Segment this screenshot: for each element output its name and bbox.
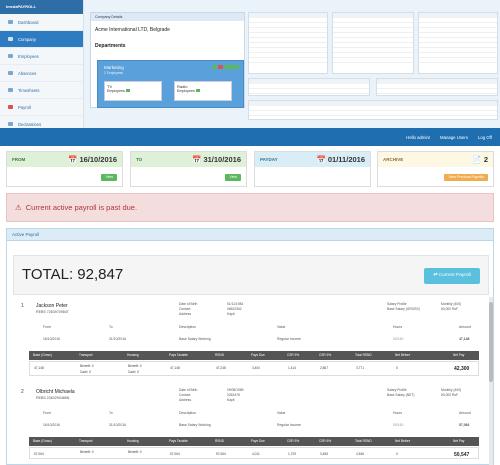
subdept-name: TV [107,84,113,89]
sidebar-item-employees[interactable]: Employees [0,48,83,65]
from-view-button[interactable]: View [101,174,117,181]
vertical-scrollbar[interactable] [489,297,493,465]
current-payroll-button[interactable]: ⇄ Current Payroll [424,268,480,284]
past-due-alert: ⚠ Current active payroll is past due. [6,193,494,222]
to-box: TO 📅 31/10/2016 View [130,151,247,187]
archive-count: 📄 2 [472,155,488,164]
salary-values: Monthly (400) 60,000 RsF [441,302,462,311]
brand-logo[interactable]: ImedaPAYROLL [0,0,83,14]
sidebar-item-label: Absences [18,70,37,76]
money-icon [8,105,13,109]
users-icon [8,54,13,58]
alert-text: Current active payroll is past due. [25,203,138,212]
employee-card: 1 Jackson Peter REBS 7263970984T Date of… [13,299,481,383]
summary-header-row: Base (Gross) Transport Housing Pays Taxable… [29,351,479,360]
employee-number: 2 [21,389,24,395]
employee-info-values: 09/08/1989 0263478 Kapit [227,388,244,402]
active-payroll-panel: TOTAL: 92,847 ⇄ Current Payroll 1 Jackso… [6,241,494,465]
from-label: FROM [12,157,26,162]
subdept-card-tv[interactable]: TV Employees [104,81,162,101]
subdept-label: Employees [177,89,229,93]
from-box: FROM 📅 16/10/2016 View [6,151,123,187]
company-details-panel: Company Details Acme International LTD, … [90,12,245,108]
to-label: TO [136,157,143,162]
dashboard-icon [8,20,13,24]
sidebar-item-label: Company [18,36,36,42]
delete-icon[interactable] [218,65,223,69]
employee-name[interactable]: Jackson Peter [36,303,68,309]
warning-icon: ⚠ [15,203,22,212]
total-box: TOTAL: 92,847 ⇄ Current Payroll [13,255,489,295]
employee-info-values: 01/11/1984 06622362 Kapit [227,302,244,316]
clock-icon [8,88,13,92]
sidebar-item-company[interactable]: Company [0,31,83,48]
sidebar-item-label: Declarations [18,121,42,127]
employee-id: REBS 2363290486N [36,396,70,400]
active-payroll-header: Active Payroll [6,228,494,241]
subdept-label: Employees [107,89,159,93]
summary-value-row: 57,064 Benefit: 0 Benefit: 0 57,064 57,064 4,… [29,447,479,459]
detail-panels [248,12,500,124]
manage-users-link[interactable]: Manage Users [440,134,468,140]
logoff-link[interactable]: Log Off [477,134,492,140]
sidebar-item-timesheets[interactable]: Timesheets [0,82,83,99]
department-name: Marketing [104,65,124,70]
add-icon[interactable] [212,65,217,69]
calendar-icon [8,71,13,75]
sidebar-item-label: Timesheets [18,87,40,93]
top-navbar: Hello admin! Manage Users Log Off [0,128,500,146]
panel-b [332,12,414,74]
scrollbar-thumb[interactable] [489,302,493,382]
employee-number: 1 [21,303,24,309]
panel-title: Company Details [91,13,244,21]
payday-label: PAYDAY [260,157,278,162]
salary-labels: Salary Profile Base Salary (NET) [387,388,415,397]
departments-title: Departments [95,43,126,49]
subdept-card-radio[interactable]: Radio Employees [174,81,232,101]
edit-button[interactable] [224,65,239,69]
panel-e [376,78,498,96]
payday-box: PAYDAY 📅 01/11/2016 [254,151,371,187]
employee-card: 2 Olbricht Michaela REBS 2363290486N Dat… [13,385,481,463]
archive-label: ARCHIVE [383,157,404,162]
salary-labels: Salary Profile Base Salary (GROSS) [387,302,420,311]
document-icon [8,122,13,126]
sidebar-item-declarations[interactable]: Declarations [0,116,83,128]
to-date: 📅 31/10/2016 [192,155,241,164]
greeting-link[interactable]: Hello admin! [406,134,431,140]
panel-d [248,78,370,96]
company-name[interactable]: Acme International LTD, Belgrade [95,27,170,33]
employee-info-labels: Date of Birth Contact Address [179,302,198,316]
view-previous-payrolls-button[interactable]: View Previous Payrolls [444,174,488,181]
sidebar-item-label: Payroll [18,104,31,110]
sidebar-item-label: Employees [18,53,39,59]
subdept-name: Radio [177,84,188,89]
building-icon [8,37,13,41]
department-employees: 2 Employees [104,71,124,75]
employee-id: REBS 7263970984T [36,310,69,314]
sidebar-item-absences[interactable]: Absences [0,65,83,82]
company-screen: ImedaPAYROLL Dashboard Company Employees… [0,0,500,128]
to-view-button[interactable]: View [225,174,241,181]
sidebar: ImedaPAYROLL Dashboard Company Employees… [0,0,84,128]
sidebar-item-dashboard[interactable]: Dashboard [0,14,83,31]
archive-box: ARCHIVE 📄 2 View Previous Payrolls [377,151,494,187]
employee-info-labels: Date of Birth Contact Address [179,388,198,402]
payday-date: 📅 01/11/2016 [316,155,365,164]
employee-name[interactable]: Olbricht Michaela [36,389,75,395]
payroll-total: TOTAL: 92,847 [22,266,124,283]
panel-c [418,12,498,74]
sidebar-item-label: Dashboard [18,19,39,25]
department-card[interactable]: Marketing 2 Employees TV Employees Radio… [97,60,244,108]
panel-a [248,12,328,74]
from-date: 📅 16/10/2016 [68,155,117,164]
panel-f [248,100,498,120]
summary-header-row: Base (Gross) Transport Housing Pays Taxable… [29,437,479,446]
summary-value-row: 47,148 Benefit: 0 Benefit: 0 Cash: 0 Cash: 0… [29,361,479,376]
salary-values: Monthly (400) 50,000 RsF [441,388,462,397]
sidebar-item-payroll[interactable]: Payroll [0,99,83,116]
